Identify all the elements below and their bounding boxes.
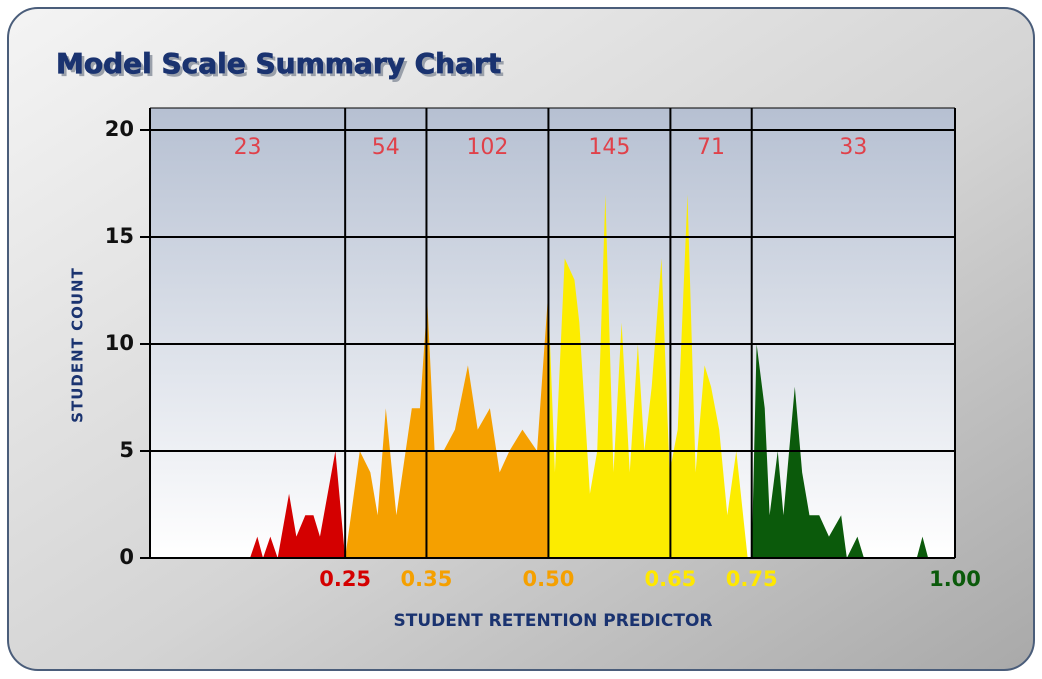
x-tick-label: 1.00 (929, 567, 981, 591)
x-tick-label: 0.75 (726, 567, 778, 591)
x-axis-title: STUDENT RETENTION PREDICTOR (394, 611, 713, 631)
band-count: 102 (466, 135, 508, 160)
y-tick-label: 15 (105, 224, 134, 248)
y-tick-label: 20 (105, 117, 134, 141)
area (751, 344, 929, 558)
area (250, 451, 346, 558)
area (345, 301, 548, 558)
x-tick-label: 0.35 (401, 567, 453, 591)
y-tick-label: 0 (119, 545, 134, 569)
band-count: 33 (839, 135, 867, 160)
y-tick-label: 5 (119, 438, 134, 462)
x-tick-label: 0.65 (644, 567, 696, 591)
y-axis-title: STUDENT COUNT (69, 267, 87, 423)
x-tick-label: 0.25 (319, 567, 371, 591)
chart-title: Model Scale Summary Chart (56, 47, 501, 80)
areas (250, 194, 929, 558)
y-tick-label: 10 (105, 331, 134, 355)
x-tick-label: 0.50 (523, 567, 575, 591)
title-shadow: Model Scale Summary Chart (59, 50, 504, 83)
area (548, 194, 748, 558)
band-count: 23 (234, 135, 262, 160)
grid: 0 5 10 15 20 0.25 0.35 0.50 0.65 0.75 1.00 23 54 102 1… (105, 107, 981, 591)
band-count: 145 (588, 135, 630, 160)
band-count: 71 (697, 135, 725, 160)
band-count: 54 (372, 135, 400, 160)
